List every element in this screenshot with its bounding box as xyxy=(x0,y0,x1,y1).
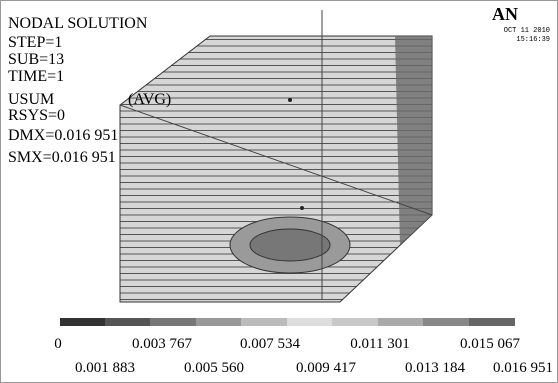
header-line: TIME=1 xyxy=(8,68,64,85)
legend-label: 0.001 883 xyxy=(75,360,135,376)
header-avg: (AVG) xyxy=(128,91,171,108)
legend-label: 0 xyxy=(54,336,62,352)
legend-label: 0.011 301 xyxy=(350,336,409,352)
header-line: SUB=13 xyxy=(8,51,64,68)
legend-label: 0.009 417 xyxy=(296,360,357,376)
legend-label: 0.015 067 xyxy=(460,336,521,352)
header-line: SMX=0.016 951 xyxy=(8,149,116,166)
logo-time: 15:16:39 xyxy=(516,36,550,44)
viewport: NODAL SOLUTION STEP=1 SUB=13 TIME=1 USUM… xyxy=(0,0,558,383)
logo-date: OCT 11 2010 xyxy=(504,27,550,35)
legend-label: 0.007 534 xyxy=(240,336,301,352)
screenshot: NODAL SOLUTION STEP=1 SUB=13 TIME=1 USUM… xyxy=(0,0,558,383)
logo-text: AN xyxy=(492,4,518,24)
legend-label: 0.003 767 xyxy=(132,336,193,352)
header-line: USUM xyxy=(8,91,54,108)
legend-label: 0.016 951 xyxy=(493,360,553,376)
legend-bar xyxy=(60,318,515,326)
model xyxy=(120,10,432,302)
header-line: DMX=0.016 951 xyxy=(8,127,118,144)
legend-labels: 0 0.001 883 0.003 767 0.005 560 0.007 53… xyxy=(54,336,553,376)
logo: AN OCT 11 2010 15:16:39 xyxy=(492,4,550,44)
header-line: RSYS=0 xyxy=(8,107,65,124)
header-line: NODAL SOLUTION xyxy=(8,15,148,32)
legend-label: 0.013 184 xyxy=(405,360,466,376)
header-line: STEP=1 xyxy=(8,34,62,51)
legend-label: 0.005 560 xyxy=(184,360,244,376)
